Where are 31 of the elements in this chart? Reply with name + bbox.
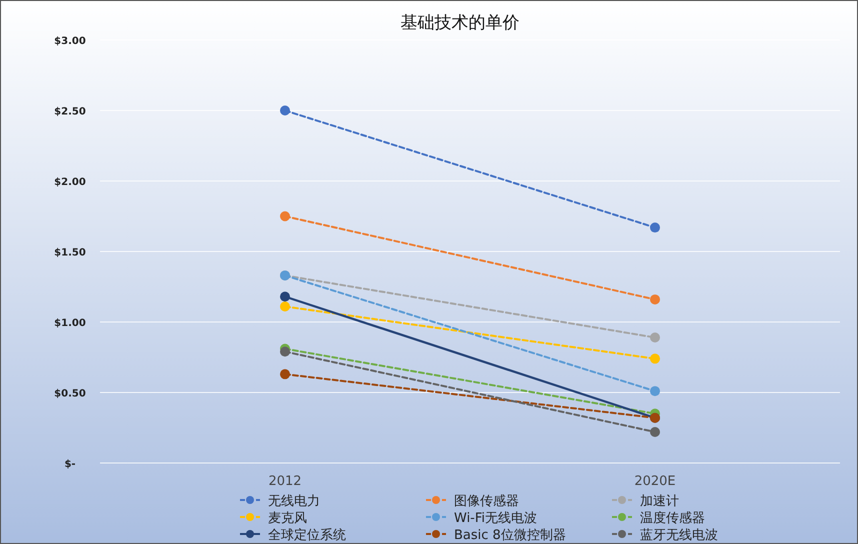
- legend-label: 图像传感器: [454, 494, 519, 509]
- chart-title: 基础技术的单价: [400, 13, 520, 33]
- x-tick-label: 2020E: [634, 474, 676, 489]
- x-tick-label: 2012: [268, 474, 302, 489]
- legend-label: 蓝牙无线电波: [640, 528, 718, 543]
- point: [650, 222, 660, 233]
- y-tick-label: $1.00: [54, 318, 86, 329]
- y-tick-label: $1.50: [54, 248, 86, 258]
- point: [650, 426, 660, 437]
- y-tick-label: $0.50: [54, 388, 86, 400]
- legend-label: 全球定位系统: [268, 528, 346, 543]
- legend-label: 无线电力: [268, 494, 320, 509]
- legend-label: Basic 8位微控制器: [454, 528, 566, 543]
- point: [650, 354, 660, 364]
- point: [650, 294, 660, 304]
- y-tick-label: $2.50: [54, 106, 86, 118]
- legend-label: 加速计: [640, 494, 679, 509]
- legend-label: 麦克风: [268, 511, 307, 526]
- point: [280, 369, 290, 380]
- point: [280, 106, 290, 116]
- point: [280, 292, 290, 302]
- point: [280, 211, 290, 222]
- point: [650, 386, 660, 396]
- legend-label: 温度传感器: [640, 510, 705, 526]
- y-tick-label: $-: [64, 459, 76, 470]
- y-tick-label: $2.00: [54, 177, 86, 188]
- point: [650, 332, 660, 343]
- legend-label: Wi-Fi无线电波: [454, 511, 538, 526]
- point: [280, 301, 290, 312]
- point: [280, 346, 290, 357]
- y-tick-label: $3.00: [54, 36, 86, 47]
